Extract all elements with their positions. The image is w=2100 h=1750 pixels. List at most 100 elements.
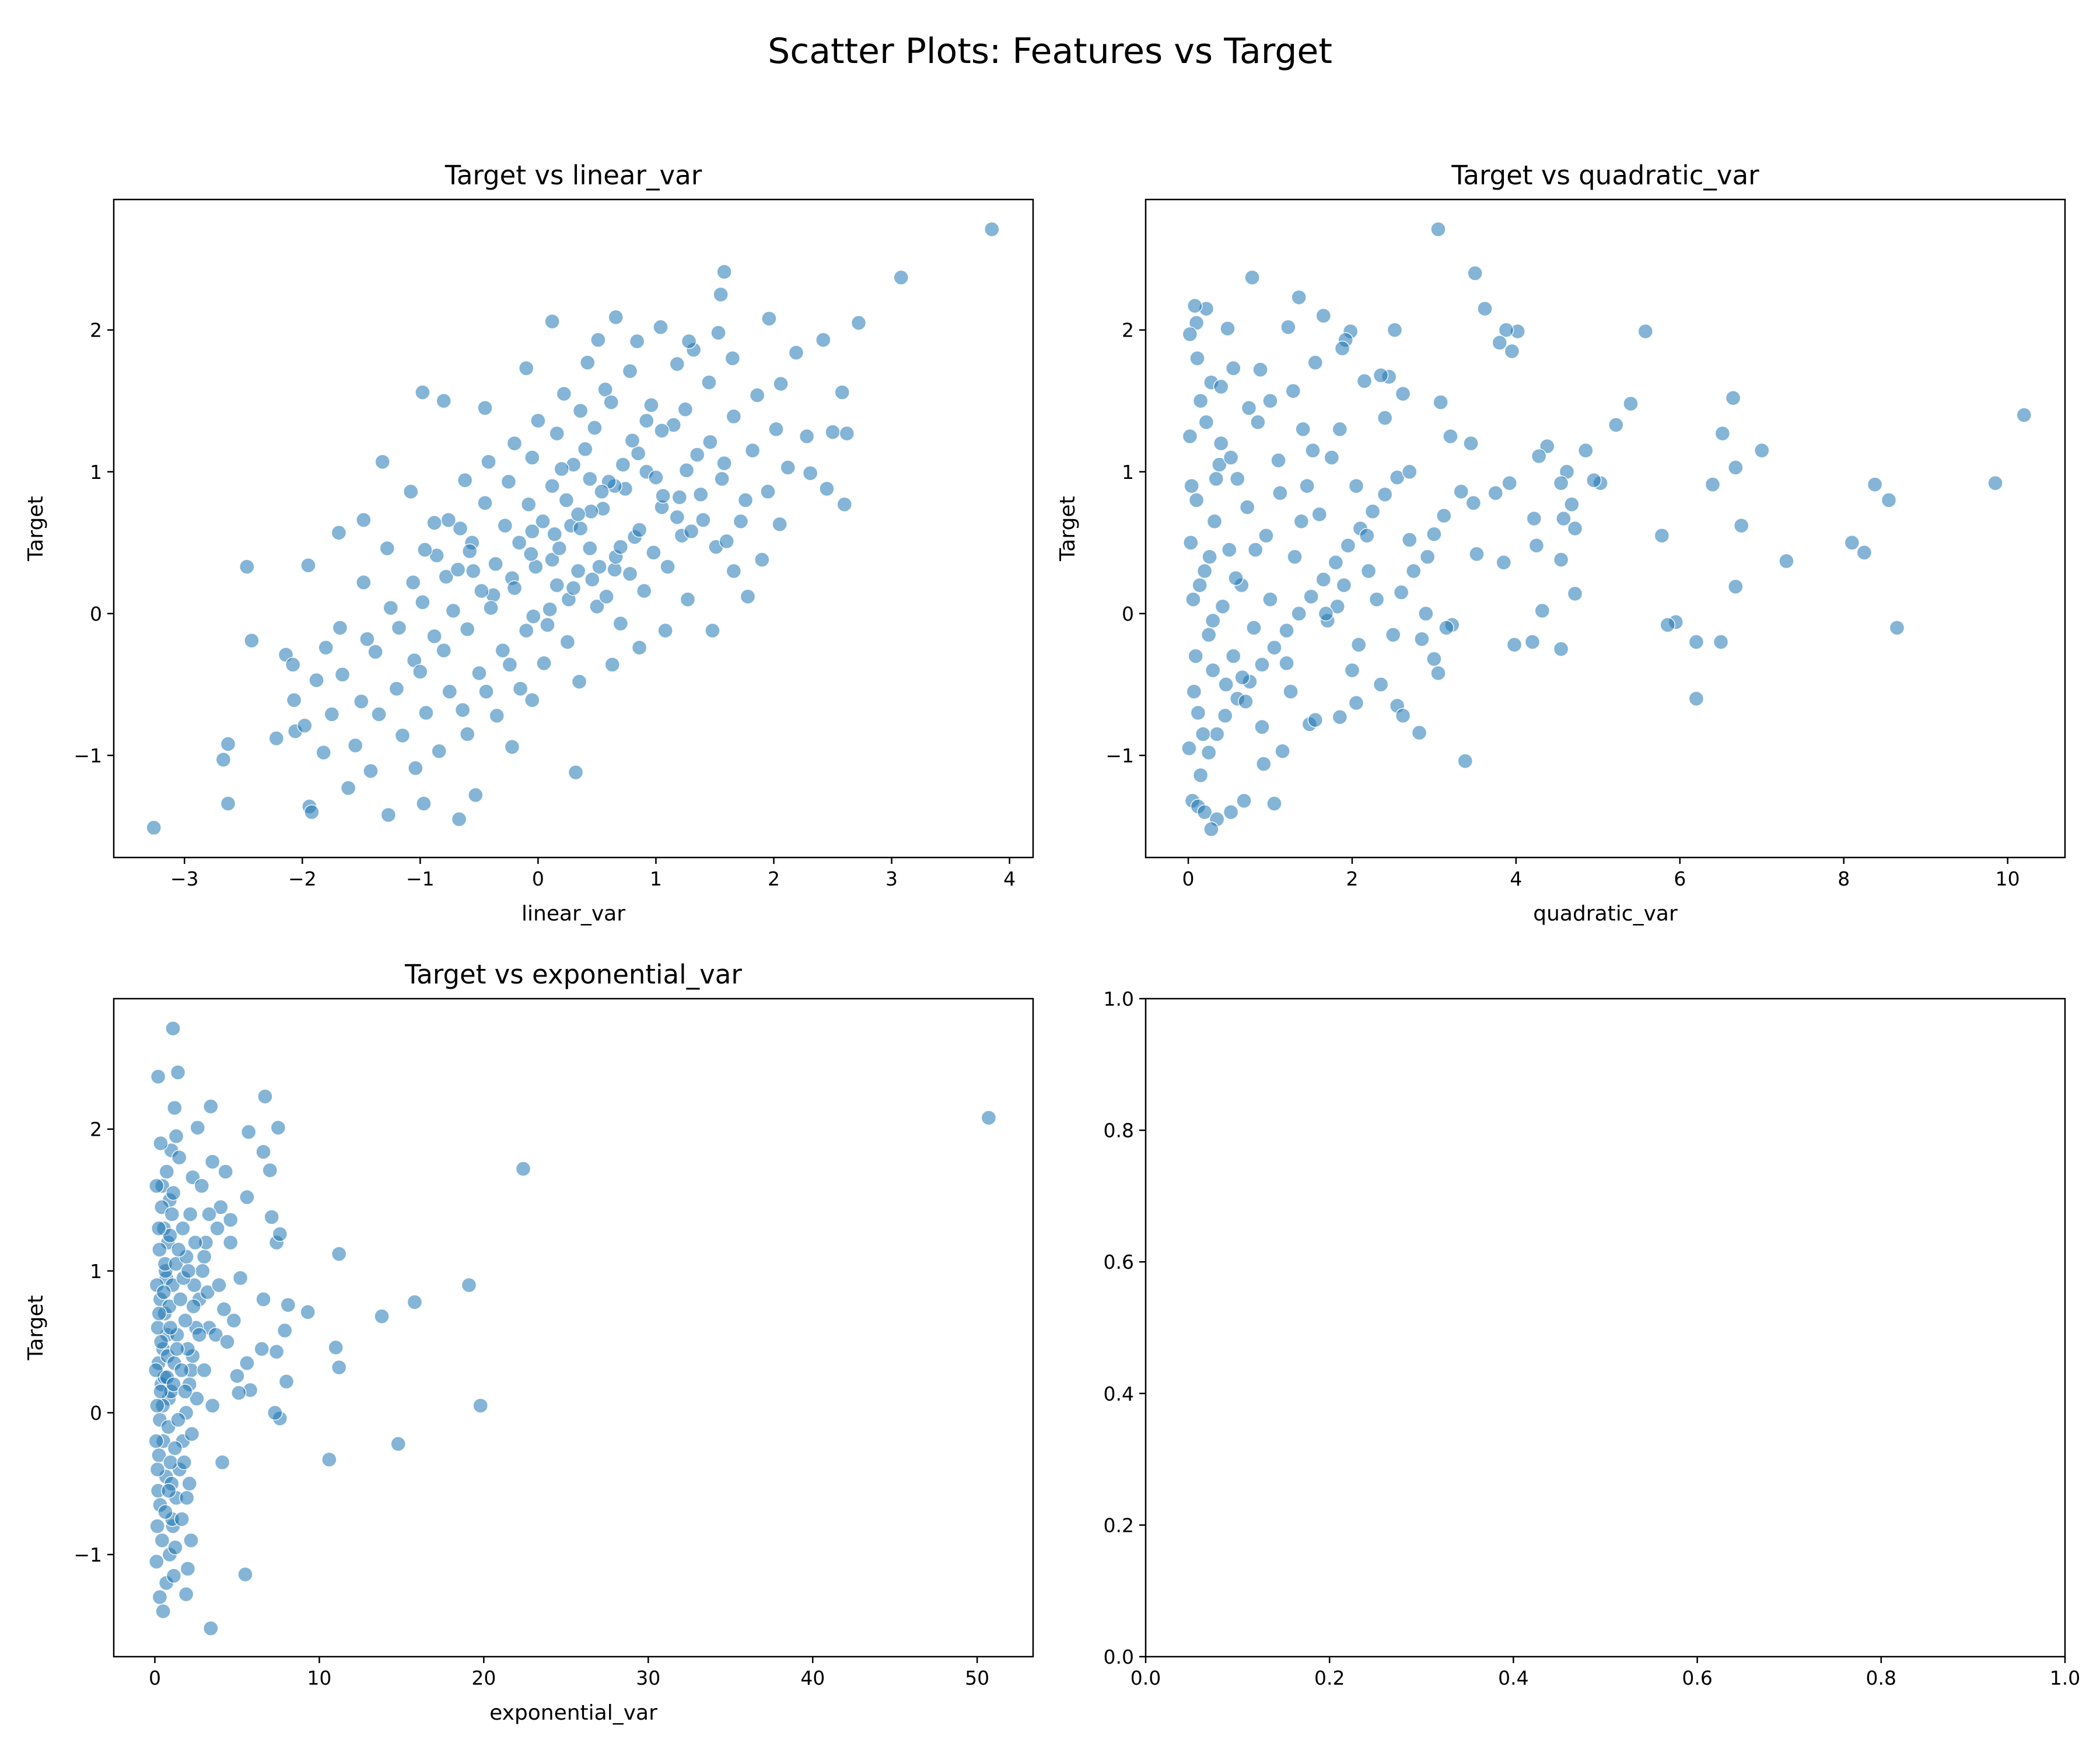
data-point bbox=[1275, 743, 1290, 759]
data-point bbox=[167, 1539, 183, 1556]
data-point bbox=[388, 681, 405, 696]
data-point bbox=[1187, 298, 1203, 314]
data-point bbox=[592, 559, 607, 575]
data-point bbox=[262, 1162, 278, 1178]
data-point bbox=[1280, 319, 1296, 335]
panel-1: −3 −2 −1 0 1 2 3 4 −1 0 1 2 Target vs linear_varline… bbox=[24, 160, 1034, 926]
data-point bbox=[229, 1368, 245, 1384]
data-point bbox=[788, 345, 804, 360]
data-point bbox=[549, 425, 565, 442]
data-point bbox=[1334, 341, 1350, 356]
data-point bbox=[629, 333, 645, 349]
data-point bbox=[170, 1242, 187, 1258]
data-point bbox=[220, 796, 236, 811]
data-point bbox=[356, 512, 372, 528]
data-point bbox=[799, 428, 815, 444]
x-tick-label: 40 bbox=[800, 1667, 825, 1689]
data-point bbox=[584, 572, 600, 587]
data-point bbox=[177, 1312, 193, 1329]
data-point bbox=[740, 589, 756, 604]
data-point bbox=[1293, 513, 1310, 530]
data-point bbox=[415, 384, 430, 400]
data-point bbox=[603, 394, 619, 410]
x-axis-label: linear_var bbox=[522, 902, 625, 926]
data-point bbox=[1182, 428, 1198, 444]
data-point bbox=[733, 513, 749, 530]
data-point bbox=[175, 1220, 191, 1237]
data-point bbox=[256, 1144, 271, 1160]
data-point bbox=[683, 523, 699, 540]
data-point bbox=[1867, 477, 1883, 492]
data-point bbox=[692, 487, 709, 502]
data-point bbox=[270, 1119, 286, 1136]
data-point bbox=[1733, 517, 1749, 534]
x-tick-label: 0.4 bbox=[1498, 1667, 1528, 1689]
data-point bbox=[839, 425, 855, 442]
data-point bbox=[1578, 443, 1594, 459]
data-point bbox=[981, 1110, 997, 1126]
data-point bbox=[1556, 510, 1572, 527]
data-point bbox=[1183, 535, 1199, 551]
data-point bbox=[155, 1603, 171, 1619]
data-point bbox=[1688, 691, 1704, 706]
data-point bbox=[1287, 549, 1303, 565]
data-point bbox=[1402, 464, 1418, 480]
data-point bbox=[363, 763, 379, 779]
data-point bbox=[1728, 460, 1744, 475]
data-point bbox=[594, 484, 610, 500]
data-point bbox=[695, 512, 711, 528]
data-point bbox=[232, 1270, 249, 1286]
data-point bbox=[631, 522, 648, 538]
data-point bbox=[526, 608, 541, 624]
data-point bbox=[318, 639, 334, 656]
y-tick-label: 0.4 bbox=[1104, 1382, 1134, 1405]
data-point bbox=[1209, 726, 1225, 742]
data-point bbox=[542, 601, 558, 617]
panel-title: Target vs exponential_var bbox=[404, 959, 742, 990]
x-tick-label: −2 bbox=[288, 867, 317, 890]
x-tick-label: 0.0 bbox=[1130, 1667, 1161, 1689]
data-point bbox=[196, 1362, 212, 1378]
data-point bbox=[176, 1454, 192, 1471]
x-tick-label: 10 bbox=[1996, 867, 2020, 890]
data-point bbox=[180, 1263, 197, 1279]
data-point bbox=[1539, 438, 1555, 454]
data-point bbox=[473, 1398, 488, 1413]
data-point bbox=[1754, 443, 1770, 459]
data-point bbox=[579, 355, 596, 370]
data-point bbox=[477, 495, 493, 511]
data-point bbox=[1534, 603, 1550, 619]
data-point bbox=[1528, 537, 1545, 554]
data-point bbox=[1291, 606, 1307, 622]
data-point bbox=[321, 1451, 337, 1468]
data-point bbox=[264, 1209, 279, 1225]
data-point bbox=[340, 780, 356, 796]
panels: −3 −2 −1 0 1 2 3 4 −1 0 1 2 Target vs linear_varline… bbox=[24, 160, 2080, 1725]
data-point bbox=[457, 473, 473, 488]
data-point bbox=[1328, 555, 1344, 570]
data-point bbox=[1279, 622, 1294, 639]
data-point bbox=[402, 484, 419, 500]
data-point bbox=[1195, 726, 1211, 742]
data-point bbox=[1266, 639, 1282, 656]
data-point bbox=[254, 1341, 270, 1357]
data-point bbox=[1311, 506, 1328, 522]
data-point bbox=[540, 617, 555, 633]
data-point bbox=[471, 665, 487, 681]
data-point bbox=[1318, 606, 1334, 622]
data-point bbox=[1704, 477, 1721, 492]
data-point bbox=[1332, 709, 1348, 725]
data-point bbox=[587, 420, 603, 436]
data-point bbox=[1531, 448, 1547, 464]
data-point bbox=[332, 620, 348, 636]
data-point bbox=[1567, 520, 1583, 537]
data-point bbox=[1218, 677, 1234, 692]
data-point bbox=[1414, 631, 1430, 647]
data-point bbox=[334, 667, 351, 682]
x-tick-label: 0.6 bbox=[1682, 1667, 1712, 1689]
data-point bbox=[276, 1322, 293, 1339]
data-point bbox=[1252, 362, 1268, 377]
data-point bbox=[383, 600, 399, 616]
data-point bbox=[1564, 496, 1580, 512]
data-point bbox=[836, 496, 852, 512]
